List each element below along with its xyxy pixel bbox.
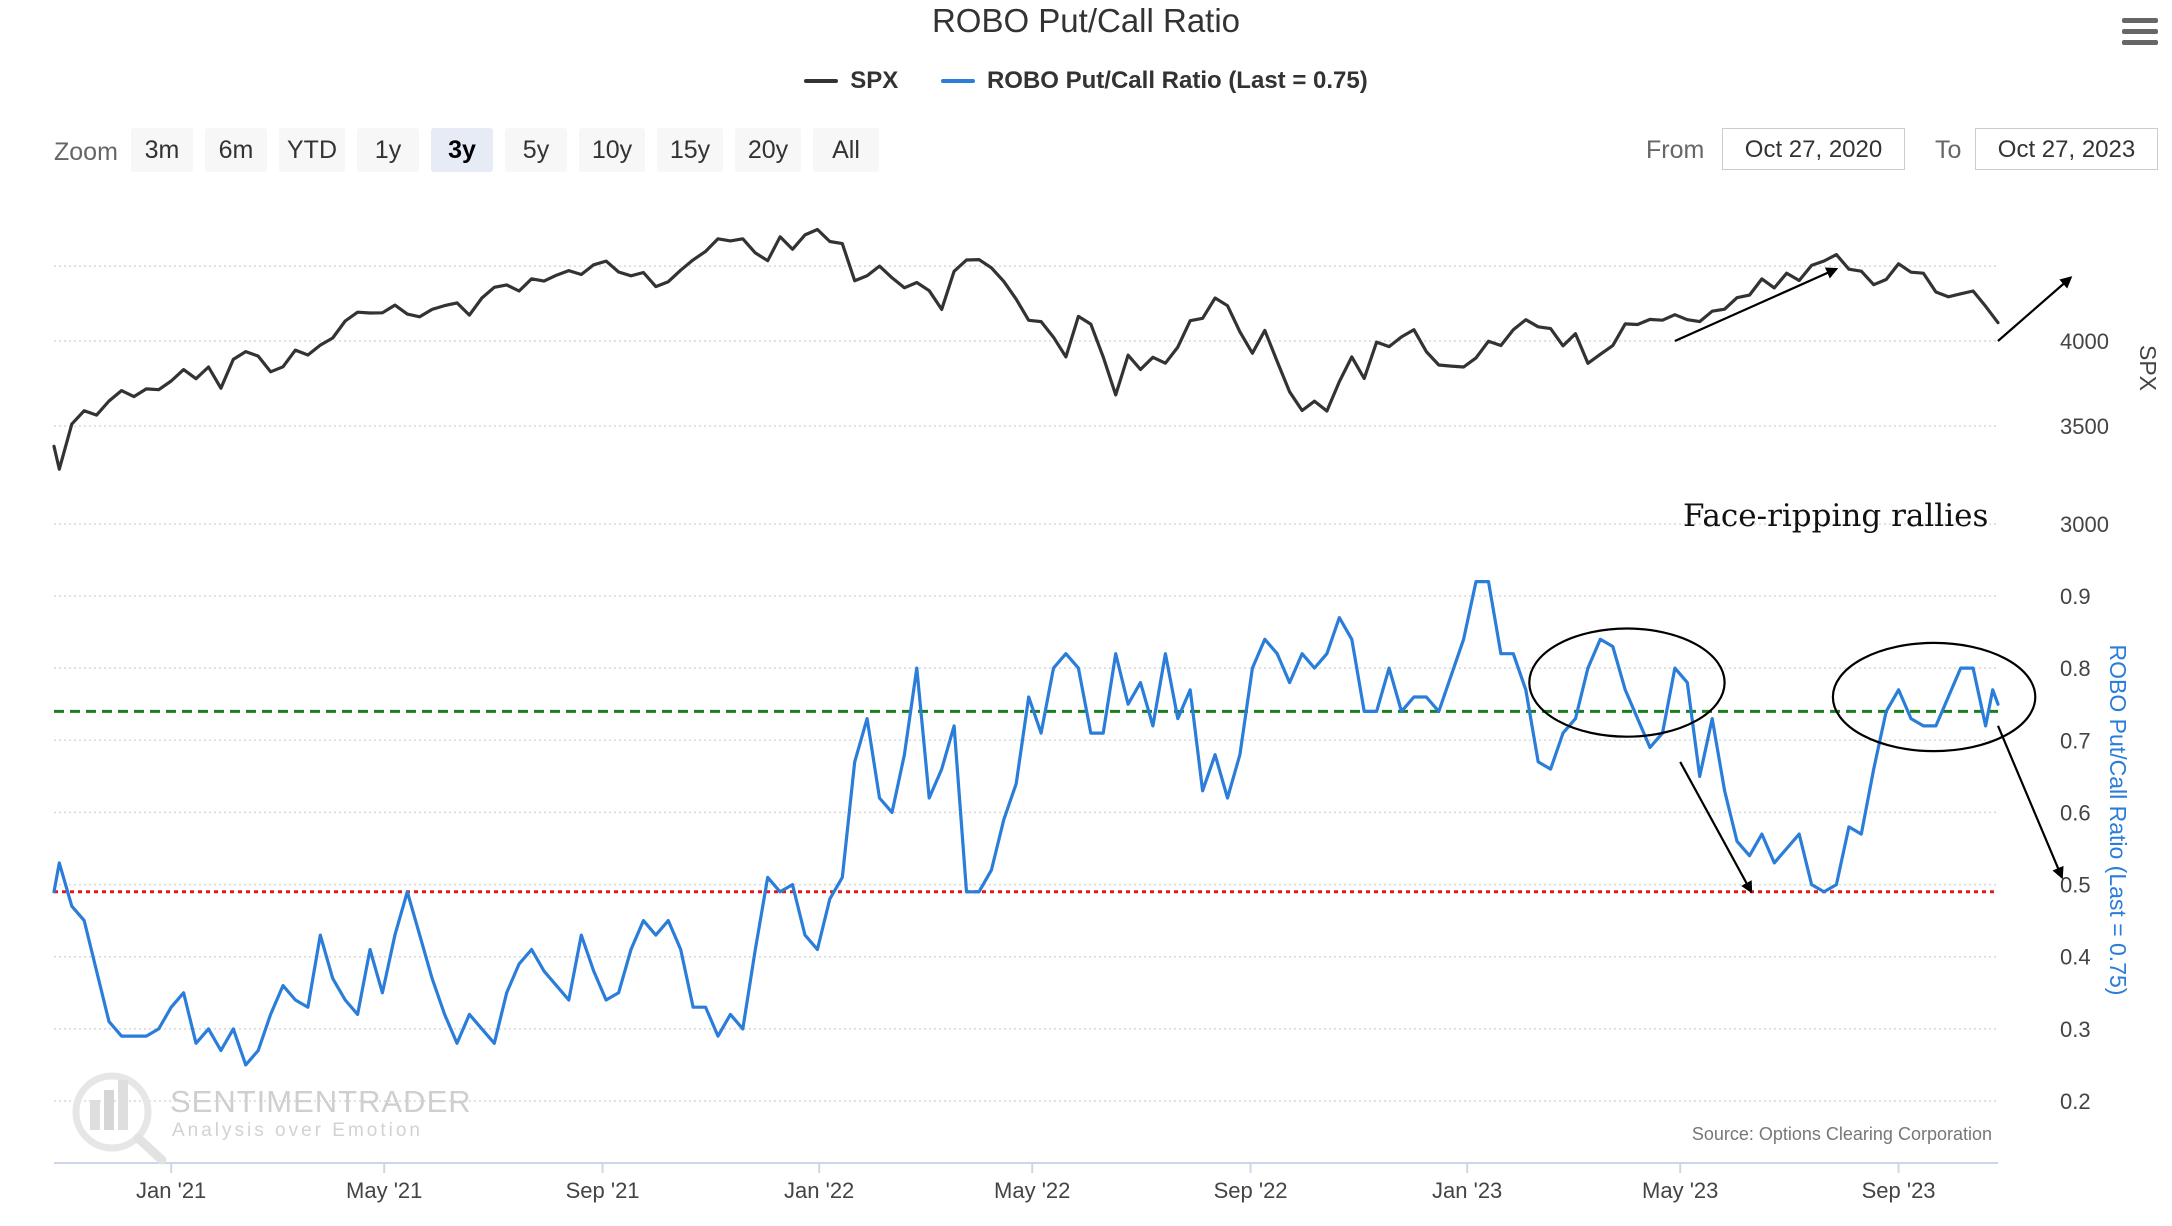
annotation-arrow (1679, 761, 1753, 894)
ratio-tick-label: 0.6 (2060, 800, 2091, 825)
watermark-brand: SENTIMENTRADER (170, 1084, 472, 1119)
x-tick-label: Jan '22 (784, 1178, 854, 1203)
from-label: From (1646, 136, 1705, 164)
legend-swatch-ratio (940, 79, 975, 83)
legend-item-ratio[interactable]: ROBO Put/Call Ratio (Last = 0.75) (940, 67, 1368, 95)
x-tick-label: Sep '22 (1214, 1178, 1288, 1203)
zoom-6m-button[interactable]: 6m (205, 128, 267, 172)
legend-label-spx: SPX (850, 67, 899, 94)
watermark-logo: SENTIMENTRADER Analysis over Emotion (72, 1072, 472, 1165)
zoom-label: Zoom (54, 138, 118, 166)
spx-tick-label: 4000 (2060, 329, 2109, 354)
source-credit: Source: Options Clearing Corporation (1692, 1124, 1992, 1144)
zoom-15y-button[interactable]: 15y (657, 128, 723, 172)
watermark-tagline: Analysis over Emotion (172, 1120, 423, 1141)
legend-label-ratio: ROBO Put/Call Ratio (Last = 0.75) (986, 67, 1368, 94)
x-tick-label: Jan '21 (136, 1178, 206, 1203)
zoom-all-button[interactable]: All (813, 128, 879, 172)
x-tick-label: Sep '21 (566, 1178, 640, 1203)
ratio-tick-label: 0.2 (2060, 1089, 2091, 1114)
annotation-arrow (1674, 267, 1839, 343)
annotation-text: Face-ripping rallies (1683, 498, 1988, 534)
legend-item-spx[interactable]: SPX (804, 67, 898, 95)
zoom-20y-button[interactable]: 20y (735, 128, 801, 172)
x-tick-label: Sep '23 (1862, 1178, 1936, 1203)
to-date-input[interactable]: Oct 27, 2023 (1975, 128, 2158, 170)
x-tick-label: Jan '23 (1432, 1178, 1502, 1203)
x-tick-label: May '22 (994, 1178, 1070, 1203)
ratio-tick-label: 0.4 (2060, 945, 2091, 970)
zoom-ytd-button[interactable]: YTD (279, 128, 345, 172)
zoom-10y-button[interactable]: 10y (579, 128, 645, 172)
annotation-ellipse (1528, 627, 1726, 738)
chart-title: ROBO Put/Call Ratio (931, 2, 1241, 39)
spx-axis-title: SPX (2135, 345, 2161, 391)
from-date-input[interactable]: Oct 27, 2020 (1722, 128, 1905, 170)
annotation-arrow (1997, 276, 2073, 342)
ratio-tick-label: 0.8 (2060, 656, 2091, 681)
ratio-tick-label: 0.3 (2060, 1017, 2091, 1042)
ratio-axis-title: ROBO Put/Call Ratio (Last = 0.75) (2105, 645, 2131, 996)
to-label: To (1935, 136, 1962, 164)
ratio-tick-label: 0.5 (2060, 873, 2091, 898)
zoom-3y-button[interactable]: 3y (431, 128, 493, 172)
spx-tick-label: 3000 (2060, 512, 2109, 537)
hamburger-menu-icon[interactable] (2122, 18, 2158, 48)
spx-series-line (52, 227, 2000, 471)
legend-swatch-spx (804, 79, 839, 83)
zoom-5y-button[interactable]: 5y (505, 128, 567, 172)
x-tick-label: May '23 (1642, 1178, 1718, 1203)
zoom-3m-button[interactable]: 3m (131, 128, 193, 172)
ratio-tick-label: 0.7 (2060, 728, 2091, 753)
legend: SPX ROBO Put/Call Ratio (Last = 0.75) (0, 62, 2172, 95)
annotation-arrow (1996, 725, 2064, 880)
spx-tick-label: 3500 (2060, 414, 2109, 439)
zoom-1y-button[interactable]: 1y (357, 128, 419, 172)
ratio-tick-label: 0.9 (2060, 584, 2091, 609)
annotation-ellipse (1831, 641, 2037, 753)
x-tick-label: May '21 (346, 1178, 422, 1203)
ratio-series-line (52, 579, 2000, 1067)
